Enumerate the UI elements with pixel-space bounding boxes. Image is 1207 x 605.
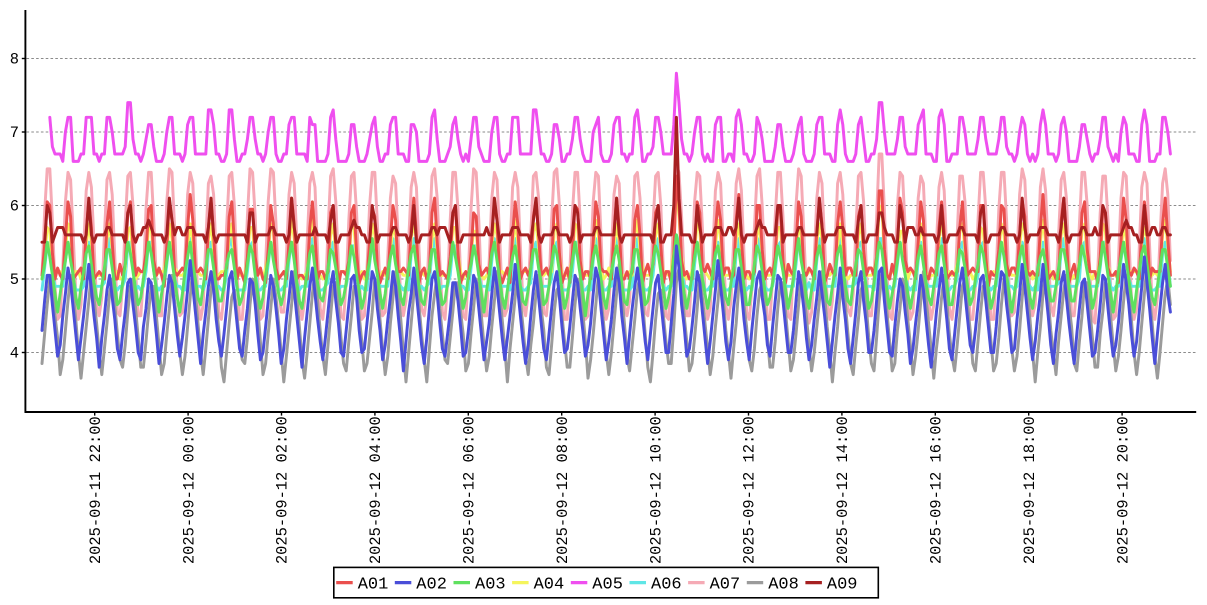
- svg-text:2025-09-12 06:00: 2025-09-12 06:00: [461, 416, 479, 564]
- svg-text:2025-09-12 08:00: 2025-09-12 08:00: [554, 416, 572, 564]
- svg-text:2025-09-11 22:00: 2025-09-11 22:00: [87, 416, 105, 564]
- svg-text:A03: A03: [475, 576, 506, 595]
- svg-text:4: 4: [10, 345, 19, 363]
- svg-text:A02: A02: [416, 576, 447, 595]
- svg-text:2025-09-12 04:00: 2025-09-12 04:00: [367, 416, 385, 564]
- svg-text:A05: A05: [592, 576, 623, 595]
- svg-text:5: 5: [10, 271, 19, 289]
- svg-text:A04: A04: [534, 576, 565, 595]
- svg-text:8: 8: [10, 51, 19, 69]
- svg-text:2025-09-12 02:00: 2025-09-12 02:00: [274, 416, 292, 564]
- svg-text:A08: A08: [768, 576, 799, 595]
- svg-text:2025-09-12 10:00: 2025-09-12 10:00: [647, 416, 665, 564]
- svg-text:2025-09-12 16:00: 2025-09-12 16:00: [928, 416, 946, 564]
- svg-text:2025-09-12 00:00: 2025-09-12 00:00: [180, 416, 198, 564]
- svg-text:2025-09-12 20:00: 2025-09-12 20:00: [1114, 416, 1132, 564]
- svg-text:A06: A06: [651, 576, 682, 595]
- svg-text:2025-09-12 14:00: 2025-09-12 14:00: [834, 416, 852, 564]
- svg-text:A09: A09: [827, 576, 858, 595]
- svg-text:A01: A01: [358, 576, 389, 595]
- svg-text:A07: A07: [710, 576, 741, 595]
- svg-text:2025-09-12 12:00: 2025-09-12 12:00: [741, 416, 759, 564]
- svg-text:6: 6: [10, 198, 19, 216]
- svg-text:7: 7: [10, 124, 19, 142]
- svg-text:2025-09-12 18:00: 2025-09-12 18:00: [1021, 416, 1039, 564]
